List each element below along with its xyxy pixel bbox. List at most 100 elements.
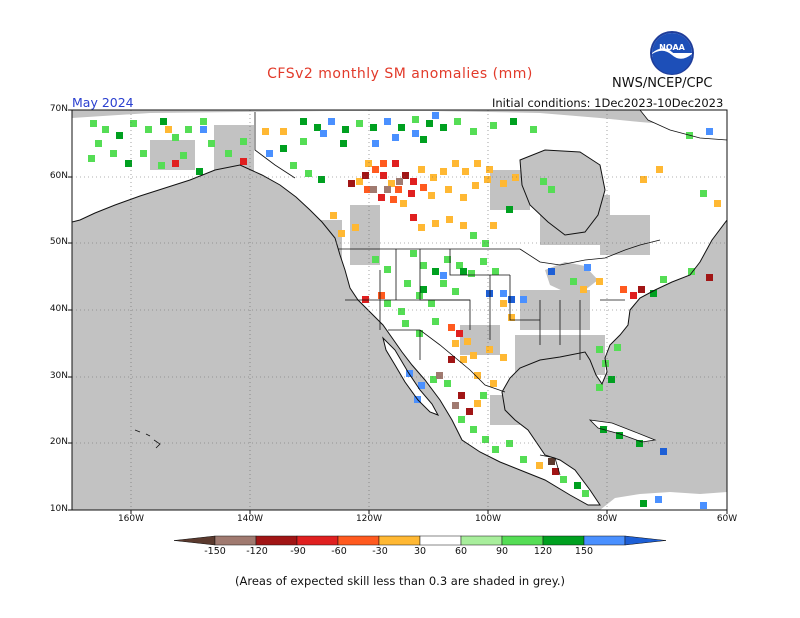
- anomaly-cell: [458, 392, 465, 399]
- anomaly-cell: [172, 160, 179, 167]
- anomaly-cell: [472, 182, 479, 189]
- colorbar-tick-label: -30: [372, 546, 388, 557]
- coastline-cuba: [588, 419, 657, 443]
- coastline-baja: [382, 336, 440, 416]
- anomaly-cell: [416, 330, 423, 337]
- anomaly-cell: [240, 158, 247, 165]
- anomaly-cell: [352, 224, 359, 231]
- hawaii: [134, 429, 161, 449]
- anomaly-cell: [560, 476, 567, 483]
- graticule: [72, 110, 727, 510]
- anomaly-cell: [640, 176, 647, 183]
- anomaly-cell: [440, 280, 447, 287]
- anomaly-cell: [110, 150, 117, 157]
- anomaly-cell: [404, 280, 411, 287]
- anomaly-cell: [328, 118, 335, 125]
- anomaly-cell: [240, 138, 247, 145]
- colorbar: [173, 535, 667, 546]
- lat-label-60n: 60N: [49, 171, 68, 181]
- lon-label-120w: 120W: [355, 514, 383, 524]
- anomaly-cell: [398, 308, 405, 315]
- noaa-logo: NOAA: [650, 31, 694, 75]
- colorbar-swatch: [460, 535, 503, 546]
- anomaly-cell: [470, 128, 477, 135]
- anomaly-cell: [700, 502, 707, 509]
- valid-month: May 2024: [72, 95, 134, 110]
- anomaly-cell: [390, 196, 397, 203]
- anomaly-cell: [574, 482, 581, 489]
- anomaly-cell: [330, 212, 337, 219]
- anomaly-cell: [660, 448, 667, 455]
- anomaly-cell: [416, 292, 423, 299]
- anomaly-cell: [372, 166, 379, 173]
- anomaly-cell: [456, 330, 463, 337]
- anomaly-cell: [706, 274, 713, 281]
- anomaly-cell: [688, 268, 695, 275]
- colorbar-swatch: [419, 535, 462, 546]
- land-cuba: [590, 420, 655, 442]
- anomaly-cell: [300, 138, 307, 145]
- anomaly-cells: [88, 112, 721, 509]
- anomaly-cell: [200, 118, 207, 125]
- anomaly-cell: [160, 118, 167, 125]
- anomaly-cell: [116, 132, 123, 139]
- anomaly-cell: [482, 436, 489, 443]
- anomaly-cell: [314, 124, 321, 131]
- anomaly-cell: [512, 174, 519, 181]
- anomaly-cell: [486, 346, 493, 353]
- colorbar-swatch: [214, 535, 257, 546]
- anomaly-cell: [338, 230, 345, 237]
- anomaly-cell: [392, 160, 399, 167]
- anomaly-cell: [420, 136, 427, 143]
- lon-label-80w: 80W: [596, 514, 618, 524]
- anomaly-cell: [402, 172, 409, 179]
- anomaly-cell: [460, 268, 467, 275]
- anomaly-cell: [392, 134, 399, 141]
- colorbar-tick-label: 120: [533, 546, 553, 557]
- colorbar-extend-high: [624, 535, 667, 546]
- initial-conditions: Initial conditions: 1Dec2023-10Dec2023: [492, 96, 724, 110]
- anomaly-cell: [486, 290, 493, 297]
- anomaly-cell: [428, 300, 435, 307]
- anomaly-cell: [508, 296, 515, 303]
- anomaly-cell: [340, 140, 347, 147]
- anomaly-cell: [460, 194, 467, 201]
- anomaly-cell: [364, 186, 371, 193]
- lon-label-140w: 140W: [236, 514, 264, 524]
- anomaly-cell: [596, 346, 603, 353]
- lat-label-10n: 10N: [49, 504, 68, 514]
- anomaly-cell: [300, 118, 307, 125]
- anomaly-cell: [640, 500, 647, 507]
- land-south-america: [600, 492, 727, 510]
- anomaly-cell: [490, 380, 497, 387]
- anomaly-cell: [706, 128, 713, 135]
- anomaly-cell: [520, 456, 527, 463]
- anomaly-cell: [608, 376, 615, 383]
- anomaly-cell: [378, 194, 385, 201]
- anomaly-cell: [452, 288, 459, 295]
- lon-label-60w: 60W: [716, 514, 738, 524]
- anomaly-cell: [470, 352, 477, 359]
- anomaly-cell: [125, 160, 132, 167]
- lat-label-50n: 50N: [49, 237, 68, 247]
- anomaly-cell: [412, 130, 419, 137]
- anomaly-cell: [356, 178, 363, 185]
- colorbar-swatch: [583, 535, 626, 546]
- anomaly-cell: [378, 292, 385, 299]
- anomaly-cell: [614, 344, 621, 351]
- anomaly-cell: [436, 372, 443, 379]
- logo-text: NOAA: [659, 43, 685, 52]
- anomaly-cell: [540, 178, 547, 185]
- anomaly-cell: [165, 126, 172, 133]
- anomaly-cell: [372, 256, 379, 263]
- anomaly-cell: [262, 128, 269, 135]
- anomaly-cell: [418, 166, 425, 173]
- land-greenland: [640, 110, 727, 140]
- anomaly-cell: [196, 168, 203, 175]
- anomaly-cell: [420, 286, 427, 293]
- anomaly-cell: [440, 124, 447, 131]
- anomaly-cell: [200, 126, 207, 133]
- anomaly-cell: [400, 200, 407, 207]
- anomaly-cell: [520, 296, 527, 303]
